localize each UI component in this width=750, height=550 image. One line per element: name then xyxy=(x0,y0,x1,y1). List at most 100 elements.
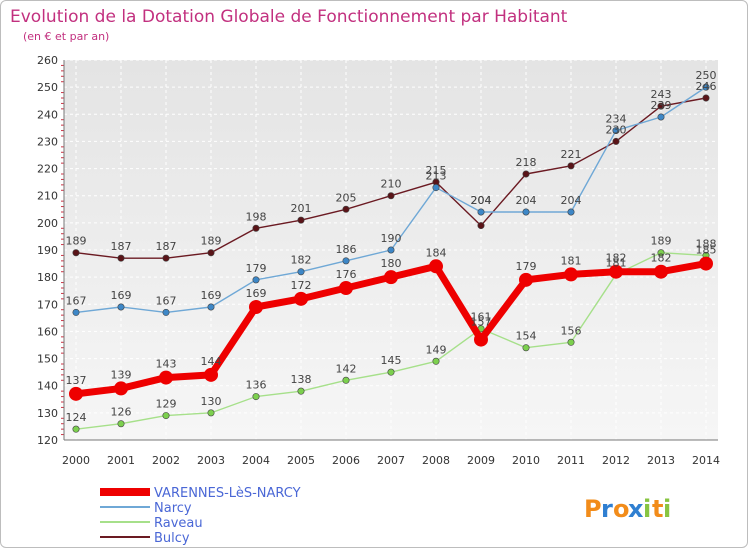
point-varennes-l-s-narcy xyxy=(114,381,128,396)
point-raveau xyxy=(207,409,215,417)
point-narcy xyxy=(387,246,395,254)
point-raveau xyxy=(657,249,665,257)
point-raveau xyxy=(297,387,305,395)
data-label-raveau: 130 xyxy=(201,395,222,408)
data-label-narcy: 213 xyxy=(426,170,447,183)
data-label-bulcy: 215 xyxy=(426,164,447,177)
axes: 120 130 140 150 160 170 180 190 200 210 220 230 240 2… xyxy=(37,54,720,467)
data-label-raveau: 189 xyxy=(651,235,672,248)
point-varennes-l-s-narcy xyxy=(204,367,218,382)
data-label-narcy: 179 xyxy=(246,262,267,275)
x-tick-label: 2013 xyxy=(647,454,675,467)
y-tick-label: 210 xyxy=(37,190,58,203)
logo-letter: i xyxy=(663,495,671,523)
y-tick-label: 140 xyxy=(37,380,58,393)
point-raveau xyxy=(567,338,575,346)
logo-letter: P xyxy=(584,495,602,523)
point-bulcy xyxy=(207,249,215,257)
y-tick-label: 150 xyxy=(37,353,58,366)
point-bulcy xyxy=(342,205,350,213)
x-tick-label: 2011 xyxy=(557,454,585,467)
data-label-varennes-l-s-narcy: 139 xyxy=(111,368,132,381)
point-bulcy xyxy=(162,254,170,262)
data-label-bulcy: 210 xyxy=(381,178,402,191)
point-varennes-l-s-narcy xyxy=(69,386,83,401)
point-varennes-l-s-narcy xyxy=(159,370,173,385)
data-label-raveau: 124 xyxy=(66,411,87,424)
data-label-narcy: 250 xyxy=(696,69,717,82)
legend-label: VARENNES-LèS-NARCY xyxy=(154,486,301,501)
data-label-varennes-l-s-narcy: 185 xyxy=(696,244,717,257)
point-varennes-l-s-narcy xyxy=(519,272,533,287)
y-tick-label: 170 xyxy=(37,298,58,311)
data-label-raveau: 161 xyxy=(471,311,492,324)
data-label-bulcy: 187 xyxy=(156,240,177,253)
point-varennes-l-s-narcy xyxy=(474,332,488,347)
data-label-narcy: 234 xyxy=(606,113,627,126)
data-label-raveau: 129 xyxy=(156,398,177,411)
point-bulcy xyxy=(297,216,305,224)
data-label-varennes-l-s-narcy: 184 xyxy=(426,246,447,259)
point-raveau xyxy=(342,376,350,384)
data-label-raveau: 136 xyxy=(246,379,267,392)
x-tick-label: 2014 xyxy=(692,454,720,467)
y-tick-label: 160 xyxy=(37,325,58,338)
data-label-varennes-l-s-narcy: 182 xyxy=(651,252,672,265)
data-label-raveau: 138 xyxy=(291,373,312,386)
data-label-varennes-l-s-narcy: 179 xyxy=(516,260,537,273)
point-bulcy xyxy=(522,170,530,178)
y-tick-label: 180 xyxy=(37,271,58,284)
point-raveau xyxy=(387,368,395,376)
point-varennes-l-s-narcy xyxy=(249,300,263,314)
logo-letter: i xyxy=(643,495,651,523)
data-label-bulcy: 221 xyxy=(561,148,582,161)
point-raveau xyxy=(117,420,125,428)
point-raveau xyxy=(252,393,260,401)
point-varennes-l-s-narcy xyxy=(654,264,668,279)
x-tick-label: 2012 xyxy=(602,454,630,467)
x-tick-label: 2000 xyxy=(62,454,90,467)
y-tick-label: 240 xyxy=(37,108,58,121)
point-raveau xyxy=(162,412,170,420)
data-label-varennes-l-s-narcy: 180 xyxy=(381,257,402,270)
point-narcy xyxy=(252,276,260,284)
data-label-bulcy: 198 xyxy=(246,210,267,223)
data-label-bulcy: 246 xyxy=(696,80,717,93)
data-label-varennes-l-s-narcy: 144 xyxy=(201,355,222,368)
data-label-raveau: 154 xyxy=(516,330,537,343)
point-narcy xyxy=(207,303,215,311)
data-label-varennes-l-s-narcy: 181 xyxy=(561,254,582,267)
point-raveau xyxy=(72,425,80,433)
data-label-narcy: 169 xyxy=(201,289,222,302)
data-label-bulcy: 187 xyxy=(111,240,132,253)
data-label-overlap: 230 xyxy=(606,123,627,136)
point-varennes-l-s-narcy xyxy=(339,281,353,295)
x-tick-label: 2003 xyxy=(197,454,225,467)
point-narcy xyxy=(432,184,440,192)
y-tick-label: 120 xyxy=(37,434,58,447)
data-label-narcy: 204 xyxy=(516,194,537,207)
x-tick-label: 2010 xyxy=(512,454,540,467)
data-label-raveau: 145 xyxy=(381,354,402,367)
point-narcy xyxy=(612,127,620,135)
data-label-raveau: 142 xyxy=(336,362,357,375)
data-label-overlap: 243 xyxy=(651,88,672,101)
point-narcy xyxy=(162,308,170,316)
data-label-varennes-l-s-narcy: 182 xyxy=(606,252,627,265)
point-varennes-l-s-narcy xyxy=(699,256,713,271)
x-tick-label: 2002 xyxy=(152,454,180,467)
data-label-raveau: 149 xyxy=(426,343,447,356)
x-tick-label: 2007 xyxy=(377,454,405,467)
point-bulcy xyxy=(477,222,485,230)
data-label-varennes-l-s-narcy: 169 xyxy=(246,287,267,300)
series-layer xyxy=(69,83,713,433)
point-varennes-l-s-narcy xyxy=(294,291,308,306)
data-label-narcy: 167 xyxy=(156,294,177,307)
chart-subtitle: (en € et par an) xyxy=(23,30,109,43)
point-narcy xyxy=(657,113,665,121)
data-label-bulcy: 218 xyxy=(516,156,537,169)
data-label-raveau: 156 xyxy=(561,324,582,337)
data-label-narcy: 182 xyxy=(291,254,312,267)
